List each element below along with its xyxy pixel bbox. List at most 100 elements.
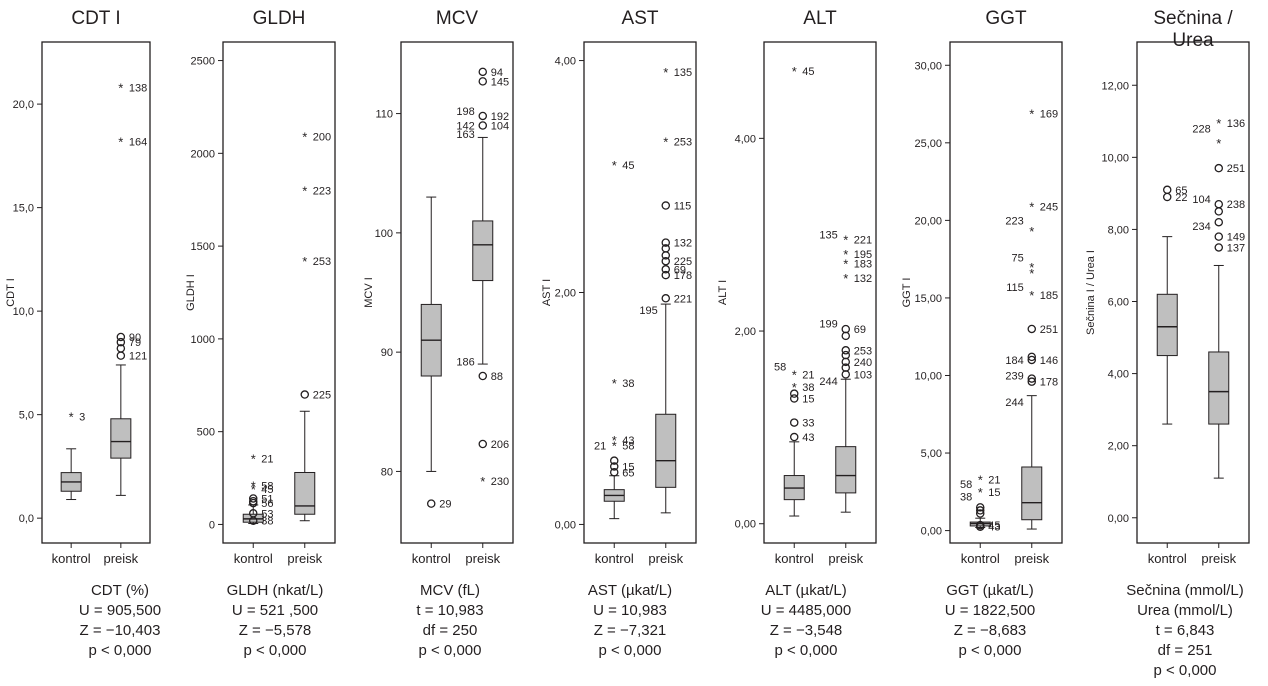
box-kontrol: * 3 (60, 410, 85, 501)
outlier-label: 15 (988, 487, 1000, 499)
outlier-label: 225 (674, 256, 692, 268)
outlier-label: 58 (960, 479, 972, 491)
stat-line: p < 0,000 (243, 642, 307, 659)
outlier-label: 21 (261, 454, 273, 466)
outlier-circle (661, 256, 671, 266)
outlier-circle (116, 351, 126, 360)
outlier-label: 199 (819, 318, 837, 330)
outlier-circle (1162, 185, 1172, 195)
outlier-label: 251 (1040, 324, 1058, 336)
outlier-label: 22 (1175, 192, 1187, 204)
outlier-circle (478, 121, 488, 130)
outlier-label: 15 (802, 393, 814, 405)
y-tick-label: 12,00 (1101, 80, 1129, 92)
outlier-label: 90 (129, 332, 141, 344)
boxplot-panel: GLDH 0 500 1000 1500 2000 2500 GLDH I kontrol pre… (180, 0, 350, 686)
outlier-label: 58 (622, 441, 634, 453)
outlier-star: * (843, 247, 848, 262)
outlier-label: 103 (854, 369, 872, 381)
outlier-circle (661, 238, 671, 247)
stat-line: Z = −10,403 (79, 622, 161, 639)
outlier-label: 135 (819, 230, 837, 242)
boxplot-svg: 0,00 2,00 4,00 6,00 8,00 10,00 12,00 Sečnina I … (1085, 41, 1250, 566)
outlier-label: 45 (802, 66, 814, 78)
stat-line: p < 0,000 (1153, 662, 1217, 679)
outlier-circle (841, 363, 851, 372)
stat-line: p < 0,000 (958, 642, 1022, 659)
chart-title: MCV (435, 8, 479, 29)
y-axis-label: MCV I (363, 277, 375, 308)
stat-line: GGT (µkat/L) (946, 582, 1034, 599)
outlier-star: * (1029, 288, 1034, 303)
outlier-label: 145 (491, 76, 509, 88)
chart-title: Sečnina / Urea (1153, 8, 1233, 51)
stat-line: U = 4485,000 (760, 602, 852, 619)
stat-line: p < 0,000 (88, 642, 152, 659)
outlier-star: * (843, 233, 848, 248)
stat-line: U = 905,500 (78, 602, 162, 619)
x-tick-label: kontrol (1148, 551, 1187, 566)
outlier-label: 178 (674, 270, 692, 282)
y-tick-label: 10,00 (1101, 152, 1129, 164)
outlier-label: 69 (674, 264, 686, 276)
outlier-star: * (251, 482, 256, 497)
outlier-label: 45 (988, 520, 1000, 532)
outlier-circle (1214, 243, 1224, 252)
x-tick-label: preisk (103, 551, 138, 566)
stat-line: AST (µkat/L) (587, 582, 673, 599)
outlier-circle (478, 67, 488, 77)
stat-line: p < 0,000 (418, 642, 482, 659)
y-tick-label: 4,00 (735, 133, 756, 145)
outlier-circle (248, 516, 258, 525)
outlier-label: 45 (622, 160, 634, 172)
y-axis-label: ALT I (717, 280, 729, 305)
stat-line: MCV (fL) (420, 582, 480, 599)
outlier-label: 146 (1040, 355, 1058, 367)
boxplot-panel: CDT I 0,0 5,0 10,0 15,0 20,0 CDT I kontrol preis… (0, 0, 170, 686)
outlier-label: 178 (1040, 377, 1058, 389)
y-tick-label: 110 (375, 109, 393, 121)
outlier-circle (841, 324, 851, 334)
outlier-label: 195 (639, 305, 657, 317)
y-tick-label: 2,00 (1108, 441, 1129, 453)
outlier-circle (975, 503, 985, 512)
outlier-label: 253 (674, 137, 692, 149)
y-tick-label: 20,0 (13, 99, 34, 111)
y-tick-label: 10,00 (914, 370, 942, 382)
outlier-circle (1214, 163, 1224, 173)
outlier-circle (1027, 377, 1037, 386)
outlier-circle (300, 390, 310, 399)
outlier-star: * (843, 271, 848, 286)
x-tick-label: preisk (828, 551, 863, 566)
outlier-label: 94 (491, 67, 503, 79)
outlier-label: 253 (854, 345, 872, 357)
outlier-label: 115 (674, 201, 692, 213)
y-axis-label: Sečnina I / Urea I (1085, 250, 1097, 335)
y-tick-label: 0,00 (555, 519, 576, 531)
outlier-label: 75 (1012, 253, 1024, 265)
stat-line: p < 0,000 (774, 642, 838, 659)
outlier-label: 244 (1005, 397, 1023, 409)
outlier-star: * (792, 367, 797, 382)
outlier-label: 244 (819, 376, 837, 388)
y-tick-label: 1500 (191, 241, 215, 253)
outlier-label: 132 (854, 273, 872, 285)
outlier-label: 240 (854, 357, 872, 369)
outlier-label: 21 (802, 369, 814, 381)
outlier-label: 58 (261, 480, 273, 492)
y-tick-label: 0 (209, 519, 215, 531)
outlier-label: 223 (1005, 215, 1023, 227)
outlier-label: 164 (129, 136, 147, 148)
box-preisk: 225 * 253 * 223 * 200 (294, 130, 331, 522)
outlier-circle (1214, 232, 1224, 241)
outlier-label: 183 (854, 259, 872, 271)
y-tick-label: 25,00 (914, 138, 942, 150)
y-tick-label: 0,0 (19, 513, 34, 525)
outlier-label: 228 (1192, 124, 1210, 136)
y-axis-label: CDT I (5, 278, 17, 307)
x-tick-label: kontrol (52, 551, 91, 566)
